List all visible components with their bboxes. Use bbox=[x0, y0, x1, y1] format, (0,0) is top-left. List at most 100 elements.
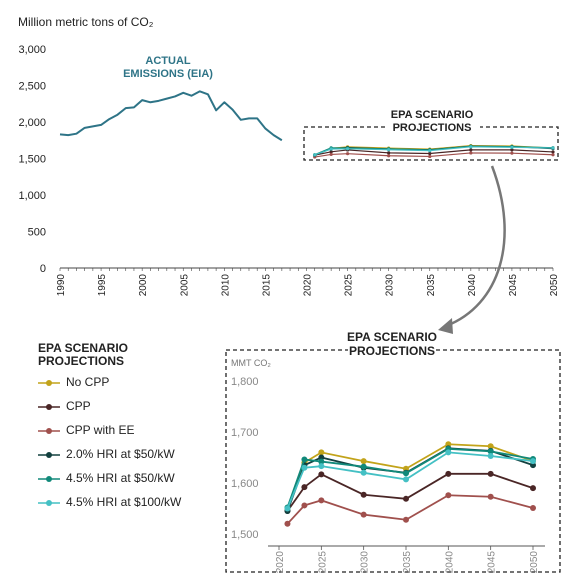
legend-item: No CPP bbox=[38, 372, 238, 396]
legend-swatch bbox=[38, 452, 60, 458]
legend-item: CPP with EE bbox=[38, 420, 238, 444]
zoom-series-point bbox=[445, 470, 452, 477]
top-series-point bbox=[551, 146, 555, 150]
top-series-point bbox=[469, 151, 473, 155]
zoom-series-point bbox=[487, 470, 494, 477]
top-series-point bbox=[387, 148, 391, 152]
zoom-series-point bbox=[284, 520, 291, 527]
zoom-x-tick-label: 2025 bbox=[317, 551, 328, 574]
zoom-x-tick-label: 2030 bbox=[360, 551, 371, 574]
top-x-tick-label: 2050 bbox=[549, 274, 560, 297]
legend-item: 4.5% HRI at $100/kW bbox=[38, 492, 238, 516]
top-x-tick-label: 2040 bbox=[467, 274, 478, 297]
projection-box-label-line-1: EPA SCENARIO bbox=[391, 109, 474, 121]
zoom-x-tick-label: 2035 bbox=[402, 551, 413, 574]
zoom-x-tick-label: 2050 bbox=[529, 551, 540, 574]
zoom-series-point bbox=[487, 452, 494, 459]
zoom-series-point bbox=[403, 476, 409, 483]
top-series-point bbox=[551, 153, 555, 157]
zoom-title-backdrop bbox=[348, 343, 436, 357]
legend-label: 2.0% HRI at $50/kW bbox=[66, 447, 175, 461]
legend-swatch bbox=[38, 404, 60, 410]
top-series-point bbox=[345, 147, 350, 151]
zoom-panel-border bbox=[225, 349, 561, 573]
zoom-series-point bbox=[301, 464, 308, 471]
legend-title-line-2: PROJECTIONS bbox=[38, 354, 125, 368]
zoom-series-point bbox=[301, 456, 308, 463]
zoom-series-line bbox=[286, 443, 534, 509]
zoom-arrow-head bbox=[438, 318, 453, 334]
legend-swatch bbox=[38, 500, 60, 506]
zoom-series-point bbox=[487, 448, 494, 455]
legend-label: 4.5% HRI at $100/kW bbox=[66, 495, 182, 509]
zoom-series-point bbox=[318, 497, 325, 504]
zoom-series-point bbox=[301, 484, 308, 491]
top-series-point bbox=[387, 151, 391, 155]
zoom-series-line bbox=[286, 472, 534, 512]
zoom-series-point bbox=[487, 493, 494, 500]
top-y-tick-label: 1,000 bbox=[18, 190, 46, 202]
top-series-point bbox=[469, 148, 473, 152]
zoom-series-line bbox=[286, 494, 534, 525]
zoom-series-point bbox=[360, 463, 367, 470]
projection-label-backdrop bbox=[386, 121, 480, 133]
legend-item: 4.5% HRI at $50/kW bbox=[38, 468, 238, 492]
top-x-tick-label: 1995 bbox=[97, 274, 108, 297]
zoom-y-tick-label: 1,700 bbox=[231, 427, 259, 439]
legend-item: CPP bbox=[38, 396, 238, 420]
zoom-series-point bbox=[284, 505, 291, 512]
legend: EPA SCENARIO PROJECTIONS No CPP CPP CPP wi… bbox=[38, 342, 238, 516]
legend-label: CPP bbox=[66, 399, 91, 413]
zoom-y-axis-label: MMT CO₂ bbox=[231, 358, 271, 368]
legend-swatch bbox=[38, 428, 60, 434]
legend-label: CPP with EE bbox=[66, 423, 135, 437]
top-series-point bbox=[469, 145, 473, 149]
top-y-tick-label: 0 bbox=[40, 263, 46, 275]
zoom-series-point bbox=[360, 511, 367, 518]
top-y-tick-label: 3,000 bbox=[18, 44, 46, 56]
top-series-point bbox=[428, 151, 432, 156]
actual-emissions-line bbox=[59, 90, 283, 142]
projection-box-label-line-2: PROJECTIONS bbox=[393, 122, 472, 134]
zoom-x-tick-label: 2045 bbox=[487, 551, 498, 574]
top-series-point bbox=[313, 153, 317, 157]
zoom-series-point bbox=[318, 471, 325, 478]
zoom-y-tick-label: 1,500 bbox=[231, 529, 259, 541]
zoom-title-line-2: PROJECTIONS bbox=[349, 344, 435, 358]
zoom-series-point bbox=[318, 449, 325, 456]
top-series-point bbox=[510, 145, 514, 149]
legend-item: 2.0% HRI at $50/kW bbox=[38, 444, 238, 468]
zoom-title-line-1: EPA SCENARIO bbox=[347, 330, 437, 344]
zoom-x-tick-label: 2040 bbox=[444, 551, 455, 574]
top-y-tick-label: 2,000 bbox=[18, 117, 46, 129]
top-x-tick-label: 2000 bbox=[138, 274, 149, 297]
zoom-series-point bbox=[360, 491, 367, 498]
top-series-line bbox=[314, 152, 554, 158]
top-x-tick-label: 2045 bbox=[508, 274, 519, 297]
zoom-series-point bbox=[530, 504, 536, 511]
zoom-series-point bbox=[403, 495, 409, 502]
top-series-point bbox=[387, 154, 391, 158]
zoom-series-point bbox=[318, 463, 325, 470]
actual-emissions-label-line-1: ACTUAL bbox=[145, 55, 190, 67]
top-series-point bbox=[551, 150, 555, 154]
top-x-tick-label: 2030 bbox=[385, 274, 396, 297]
actual-emissions-label-line-2: EMISSIONS (EIA) bbox=[123, 68, 213, 80]
top-y-tick-label: 1,500 bbox=[18, 154, 46, 166]
top-x-tick-label: 2010 bbox=[220, 274, 231, 297]
zoom-series-point bbox=[360, 458, 367, 465]
top-series-point bbox=[329, 147, 333, 151]
zoom-x-tick-label: 2020 bbox=[275, 551, 286, 574]
legend-title-line-1: EPA SCENARIO bbox=[38, 341, 129, 355]
top-series-point bbox=[428, 154, 432, 159]
zoom-series-point bbox=[301, 502, 308, 509]
zoom-series-point bbox=[403, 470, 409, 477]
top-series-point bbox=[510, 151, 514, 155]
zoom-arrow-curve bbox=[445, 165, 506, 328]
legend-swatch bbox=[38, 380, 60, 386]
top-series-point bbox=[329, 152, 333, 157]
zoom-y-tick-label: 1,600 bbox=[231, 478, 259, 490]
top-x-tick-label: 2020 bbox=[303, 274, 314, 297]
